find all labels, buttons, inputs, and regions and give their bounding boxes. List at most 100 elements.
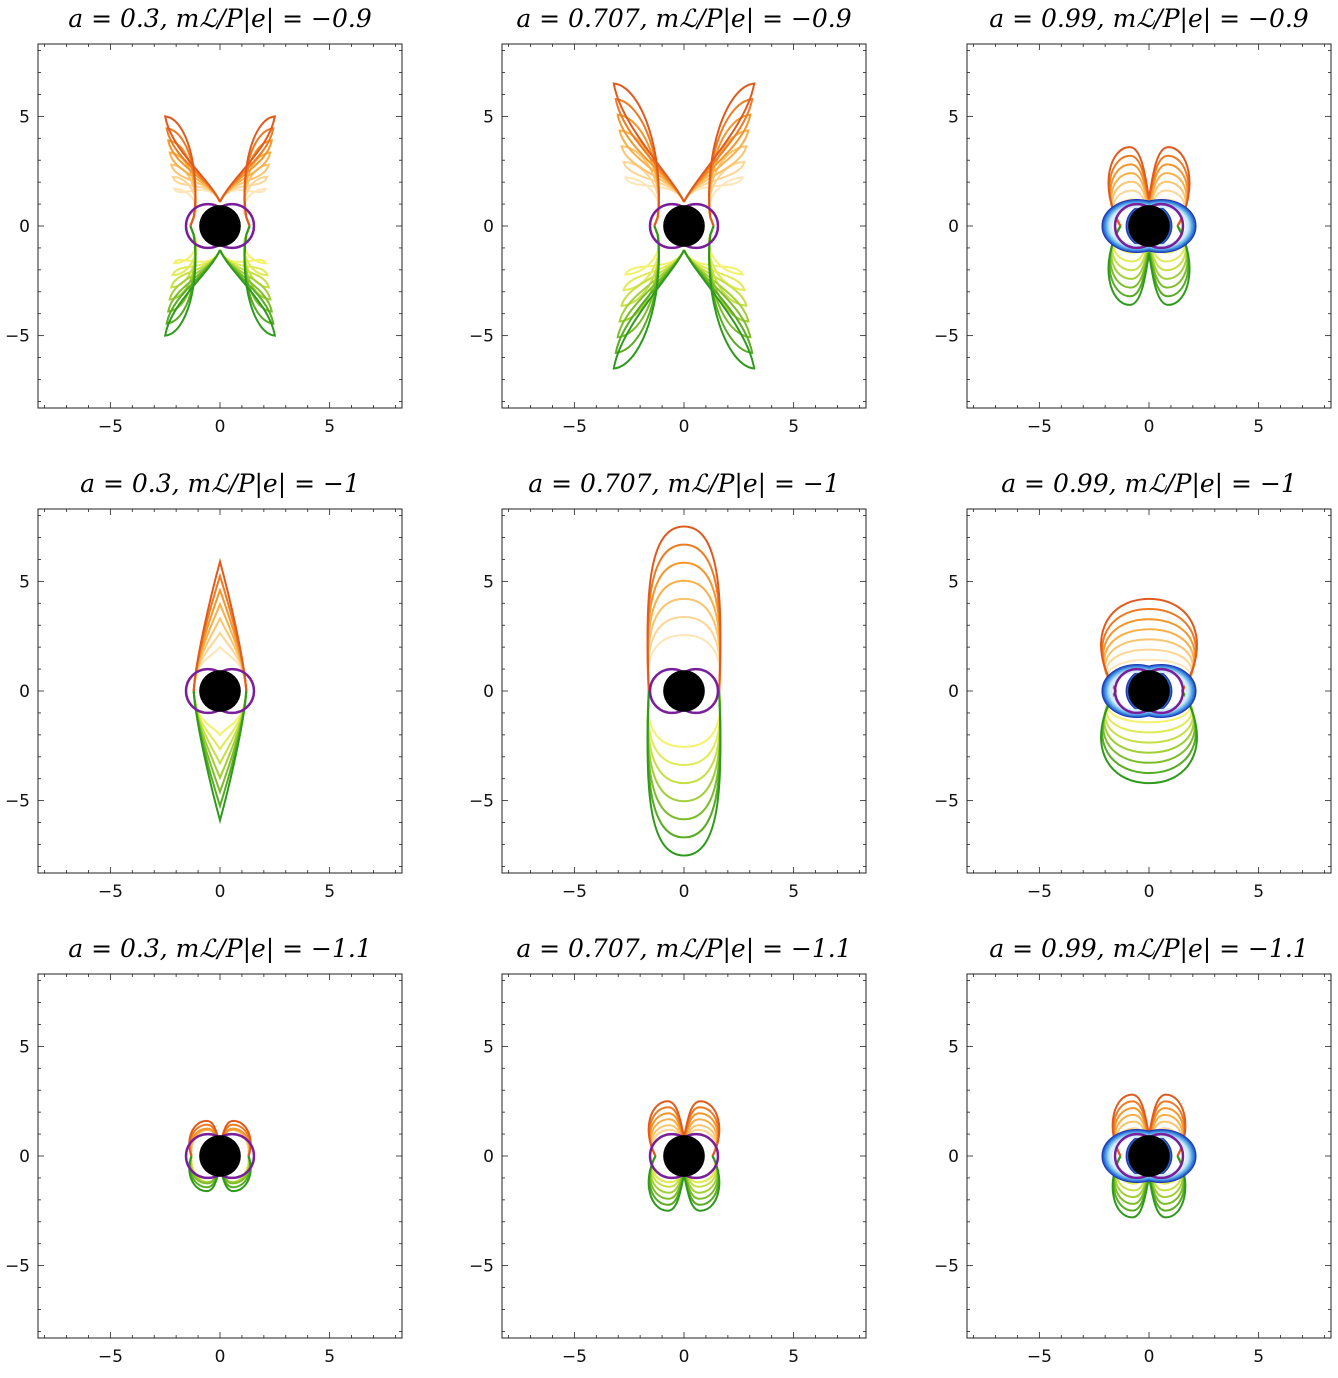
plot-area: −5 0 5 5 0 −5 xyxy=(5,43,403,437)
y-tick-label: −5 xyxy=(469,327,494,347)
x-tick-label: 5 xyxy=(324,882,335,902)
plot-curves xyxy=(612,82,756,370)
y-tick-label: 0 xyxy=(948,217,959,237)
y-tick-label: 5 xyxy=(948,107,959,127)
x-tick-label: 5 xyxy=(1253,417,1264,437)
plot-panel: a = 0.707, mℒ/P|e| = −1 −5 0 5 5 0 −5 xyxy=(464,465,904,909)
plot-area: −5 0 5 5 0 −5 xyxy=(934,508,1332,902)
black-hole xyxy=(1128,1135,1170,1177)
y-tick-label: 0 xyxy=(948,1147,959,1167)
plot-curves xyxy=(184,1119,256,1193)
x-tick-label: −5 xyxy=(98,417,123,437)
y-tick-label: 5 xyxy=(483,572,494,592)
plot-title: a = 0.99, mℒ/P|e| = −1.1 xyxy=(989,934,1309,963)
x-tick-label: −5 xyxy=(562,417,587,437)
x-tick-label: 5 xyxy=(1253,882,1264,902)
black-hole xyxy=(199,205,241,247)
x-tick-label: −5 xyxy=(98,882,123,902)
x-tick-label: −5 xyxy=(562,1347,587,1367)
plot-area: −5 0 5 5 0 −5 xyxy=(469,43,867,437)
y-tick-label: 0 xyxy=(483,217,494,237)
x-tick-label: 0 xyxy=(1144,1347,1155,1367)
x-tick-label: 0 xyxy=(1144,882,1155,902)
black-hole xyxy=(1128,670,1170,712)
lower-contour xyxy=(1107,225,1191,306)
plot-area: −5 0 5 5 0 −5 xyxy=(934,973,1332,1367)
y-tick-label: −5 xyxy=(5,792,30,812)
plot-area: −5 0 5 5 0 −5 xyxy=(5,973,403,1367)
plot-area: −5 0 5 5 0 −5 xyxy=(934,43,1332,437)
black-hole xyxy=(663,205,705,247)
plot-curves xyxy=(646,525,722,857)
y-tick-label: −5 xyxy=(934,1257,959,1277)
x-tick-label: 0 xyxy=(679,882,690,902)
plot-panel: a = 0.707, mℒ/P|e| = −0.9 −5 0 5 5 0 −5 xyxy=(464,0,904,444)
y-tick-label: 5 xyxy=(19,107,30,127)
plot-area: −5 0 5 5 0 −5 xyxy=(5,508,403,902)
plot-panel: a = 0.99, mℒ/P|e| = −0.9 −5 0 5 5 0 −5 xyxy=(929,0,1338,444)
y-tick-label: 0 xyxy=(948,682,959,702)
plot-curves xyxy=(1101,146,1197,306)
x-tick-label: 0 xyxy=(215,882,226,902)
plot-area: −5 0 5 5 0 −5 xyxy=(469,508,867,902)
black-hole xyxy=(663,670,705,712)
black-hole xyxy=(1128,205,1170,247)
y-tick-label: −5 xyxy=(5,1257,30,1277)
y-tick-label: −5 xyxy=(469,1257,494,1277)
y-tick-label: 5 xyxy=(948,1037,959,1057)
x-tick-label: 0 xyxy=(679,1347,690,1367)
x-tick-label: 0 xyxy=(679,417,690,437)
y-tick-label: 5 xyxy=(19,572,30,592)
plot-panel: a = 0.3, mℒ/P|e| = −0.9 −5 0 5 5 0 −5 xyxy=(0,0,440,444)
x-tick-label: 5 xyxy=(788,1347,799,1367)
y-tick-label: −5 xyxy=(5,327,30,347)
x-tick-label: −5 xyxy=(98,1347,123,1367)
upper-contour xyxy=(646,525,722,692)
x-tick-label: −5 xyxy=(1027,1347,1052,1367)
plot-title: a = 0.707, mℒ/P|e| = −0.9 xyxy=(516,4,852,33)
lower-contour xyxy=(1100,690,1198,785)
x-tick-label: 0 xyxy=(1144,417,1155,437)
black-hole xyxy=(663,1135,705,1177)
x-tick-label: −5 xyxy=(1027,882,1052,902)
y-tick-label: 5 xyxy=(483,107,494,127)
x-tick-label: −5 xyxy=(1027,417,1052,437)
y-tick-label: 5 xyxy=(948,572,959,592)
y-tick-label: 0 xyxy=(483,1147,494,1167)
x-tick-label: −5 xyxy=(562,882,587,902)
black-hole xyxy=(199,670,241,712)
lower-contour xyxy=(192,690,248,825)
plot-area: −5 0 5 5 0 −5 xyxy=(469,973,867,1367)
plot-title: a = 0.707, mℒ/P|e| = −1.1 xyxy=(516,934,852,963)
plot-curves xyxy=(1101,1093,1197,1219)
x-tick-label: 5 xyxy=(324,1347,335,1367)
upper-contour xyxy=(163,115,277,227)
upper-contour xyxy=(1100,597,1198,692)
plot-curves xyxy=(163,115,277,337)
y-tick-label: −5 xyxy=(934,792,959,812)
lower-contour xyxy=(163,225,277,337)
y-tick-label: 0 xyxy=(19,682,30,702)
lower-contour xyxy=(646,690,722,857)
plot-panel: a = 0.707, mℒ/P|e| = −1.1 −5 0 5 5 0 −5 xyxy=(464,930,904,1374)
plot-title: a = 0.3, mℒ/P|e| = −1.1 xyxy=(68,934,372,963)
y-tick-label: 0 xyxy=(483,682,494,702)
x-tick-label: 0 xyxy=(215,1347,226,1367)
plot-title: a = 0.3, mℒ/P|e| = −0.9 xyxy=(68,4,372,33)
upper-contour xyxy=(1107,146,1191,227)
x-tick-label: 5 xyxy=(788,417,799,437)
y-tick-label: 0 xyxy=(19,217,30,237)
upper-contour xyxy=(192,557,248,692)
plot-curves xyxy=(184,557,256,825)
x-tick-label: 5 xyxy=(788,882,799,902)
lower-contour xyxy=(612,225,756,370)
y-tick-label: −5 xyxy=(469,792,494,812)
plot-panel: a = 0.3, mℒ/P|e| = −1.1 −5 0 5 5 0 −5 xyxy=(0,930,440,1374)
plot-panel: a = 0.99, mℒ/P|e| = −1.1 −5 0 5 5 0 −5 xyxy=(929,930,1338,1374)
plot-title: a = 0.707, mℒ/P|e| = −1 xyxy=(528,469,840,498)
black-hole xyxy=(199,1135,241,1177)
plot-panel: a = 0.99, mℒ/P|e| = −1 −5 0 5 5 0 −5 xyxy=(929,465,1338,909)
plot-title: a = 0.99, mℒ/P|e| = −0.9 xyxy=(989,4,1309,33)
plot-curves xyxy=(647,1100,721,1212)
upper-contour xyxy=(612,82,756,227)
